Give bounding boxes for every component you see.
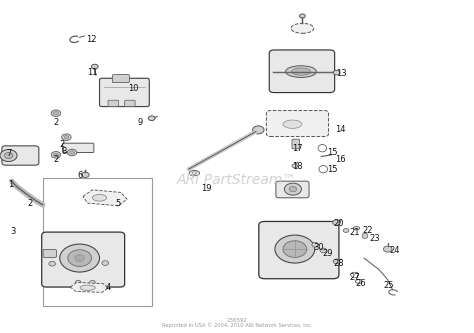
Circle shape <box>62 134 71 141</box>
Text: 20: 20 <box>334 219 344 228</box>
Text: 27: 27 <box>349 272 360 282</box>
Text: 11: 11 <box>87 68 98 77</box>
Text: 9: 9 <box>137 118 143 127</box>
Text: 19: 19 <box>201 183 211 193</box>
Circle shape <box>0 150 17 162</box>
Text: 22: 22 <box>362 226 373 235</box>
Circle shape <box>54 112 58 115</box>
Circle shape <box>82 172 89 177</box>
Ellipse shape <box>189 170 200 176</box>
Text: Reprinted in USA © 2004, 2010 ARI Network Services, Inc.: Reprinted in USA © 2004, 2010 ARI Networ… <box>162 323 312 328</box>
Circle shape <box>148 116 155 121</box>
Circle shape <box>253 126 264 134</box>
Ellipse shape <box>80 285 95 290</box>
Circle shape <box>75 255 84 261</box>
FancyBboxPatch shape <box>2 146 39 165</box>
Text: 10: 10 <box>128 84 139 93</box>
Text: 15: 15 <box>328 148 338 157</box>
Text: 29: 29 <box>323 249 333 258</box>
Text: 5: 5 <box>116 198 121 208</box>
Text: 15: 15 <box>328 165 338 174</box>
Circle shape <box>75 280 81 284</box>
Text: 30: 30 <box>313 242 324 252</box>
Bar <box>43 178 152 306</box>
Circle shape <box>102 261 109 265</box>
Circle shape <box>300 14 305 18</box>
Text: 25: 25 <box>383 281 394 290</box>
Circle shape <box>343 228 349 232</box>
Ellipse shape <box>353 226 360 230</box>
Text: 2: 2 <box>27 198 33 208</box>
Text: 7: 7 <box>6 149 11 158</box>
Circle shape <box>91 64 98 69</box>
Text: 12: 12 <box>86 35 96 45</box>
Circle shape <box>60 244 100 272</box>
Circle shape <box>383 246 392 252</box>
Text: 14: 14 <box>335 125 346 135</box>
FancyBboxPatch shape <box>276 181 309 198</box>
Circle shape <box>4 153 13 159</box>
Text: 2: 2 <box>53 155 59 165</box>
Circle shape <box>289 186 297 192</box>
Text: 4: 4 <box>105 282 111 292</box>
FancyBboxPatch shape <box>292 139 300 149</box>
Ellipse shape <box>192 172 197 174</box>
Ellipse shape <box>283 120 302 128</box>
Ellipse shape <box>285 66 316 77</box>
Ellipse shape <box>292 68 310 75</box>
FancyBboxPatch shape <box>125 100 135 107</box>
FancyBboxPatch shape <box>269 50 335 93</box>
Circle shape <box>320 248 327 253</box>
FancyBboxPatch shape <box>43 249 56 257</box>
Text: 21: 21 <box>349 228 360 237</box>
Circle shape <box>68 250 91 266</box>
Polygon shape <box>70 282 108 292</box>
Circle shape <box>312 242 319 247</box>
Circle shape <box>333 259 340 264</box>
Text: 236592: 236592 <box>227 318 247 323</box>
Text: 28: 28 <box>334 259 344 268</box>
Circle shape <box>51 110 61 117</box>
Circle shape <box>54 153 58 157</box>
FancyBboxPatch shape <box>63 143 94 153</box>
Ellipse shape <box>291 23 314 33</box>
Circle shape <box>64 136 69 139</box>
Ellipse shape <box>92 194 107 201</box>
FancyBboxPatch shape <box>266 111 328 137</box>
Text: 8: 8 <box>61 147 67 156</box>
FancyBboxPatch shape <box>42 232 125 287</box>
Text: 23: 23 <box>369 233 380 243</box>
Polygon shape <box>83 190 127 206</box>
FancyBboxPatch shape <box>259 221 339 279</box>
Text: 26: 26 <box>356 279 366 288</box>
Circle shape <box>49 261 55 266</box>
Text: ARI PartStream™: ARI PartStream™ <box>177 173 297 187</box>
FancyBboxPatch shape <box>100 78 149 107</box>
FancyBboxPatch shape <box>108 100 118 107</box>
Text: 1: 1 <box>8 180 13 189</box>
Circle shape <box>284 183 301 195</box>
Circle shape <box>333 70 340 75</box>
Text: 6: 6 <box>77 171 82 180</box>
Text: 18: 18 <box>292 162 303 171</box>
Circle shape <box>283 241 307 257</box>
Text: 3: 3 <box>10 227 16 236</box>
Text: 17: 17 <box>292 144 303 153</box>
Circle shape <box>292 164 298 168</box>
Ellipse shape <box>362 233 368 238</box>
Text: 2: 2 <box>53 118 59 127</box>
Circle shape <box>333 220 340 225</box>
Text: 2: 2 <box>59 140 64 150</box>
Circle shape <box>67 149 77 156</box>
Text: 16: 16 <box>335 155 346 164</box>
Circle shape <box>90 280 95 284</box>
Circle shape <box>275 235 315 263</box>
Text: 24: 24 <box>389 246 400 255</box>
Text: 13: 13 <box>336 69 346 79</box>
Circle shape <box>51 152 61 158</box>
FancyBboxPatch shape <box>112 75 129 83</box>
Circle shape <box>70 151 74 154</box>
